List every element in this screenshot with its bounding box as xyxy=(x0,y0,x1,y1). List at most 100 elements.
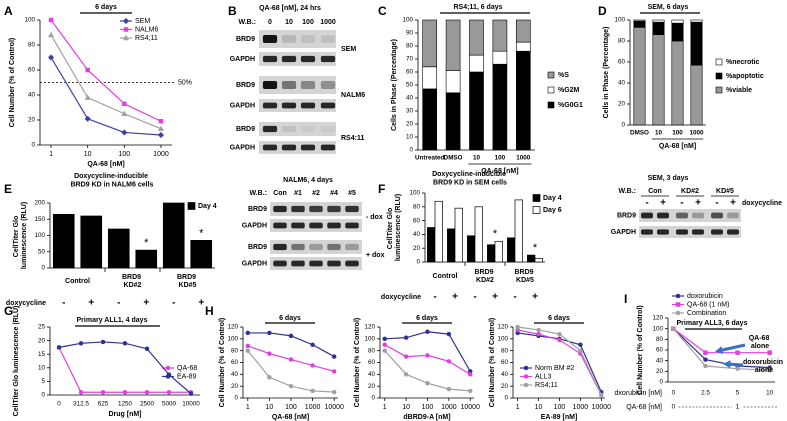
y-tick-label: 100 xyxy=(409,190,420,197)
lane-label: 100 xyxy=(302,19,314,26)
y-tick-label: 60 xyxy=(231,359,239,366)
blot-band xyxy=(727,229,739,235)
legend-swatch xyxy=(547,86,555,94)
y-tick-label: 120 xyxy=(497,324,508,331)
x-tick-label: 1000 xyxy=(689,130,704,137)
bar xyxy=(467,235,476,263)
legend-label: Norm BM #2 xyxy=(535,365,574,372)
sublane-label: + xyxy=(730,198,736,209)
blot-band xyxy=(641,212,653,219)
blot-band xyxy=(300,55,316,63)
data-point xyxy=(144,346,150,352)
y-tick-label: 0 xyxy=(41,265,45,272)
bar-segment xyxy=(671,22,684,42)
legend-marker xyxy=(675,302,681,307)
condition-value: + xyxy=(143,298,149,309)
legend-label: SEM xyxy=(135,18,150,25)
y-tick-label: 100 xyxy=(227,336,238,343)
x-tick-label: 100 xyxy=(495,155,506,162)
group-label: QA-68 [nM] xyxy=(481,168,518,175)
y-axis-label: CellTiter Glo luminescence (RLU) xyxy=(13,306,20,417)
blot-strip xyxy=(259,76,336,94)
blot-band xyxy=(309,205,323,213)
y-tick-label: 60 xyxy=(618,59,626,66)
data-point xyxy=(288,333,294,339)
row-label: GAPDH xyxy=(230,56,255,63)
blot-band xyxy=(345,243,359,251)
y-tick-label: 60 xyxy=(28,67,36,74)
blot-band xyxy=(273,243,287,251)
chart-title: 6 days xyxy=(416,315,438,322)
data-point xyxy=(267,375,272,380)
second-row-value: 1 xyxy=(736,404,740,411)
x-axis-label: dBRD9-A [nM] xyxy=(403,414,450,421)
x-tick-label: Untreated xyxy=(415,155,445,162)
x-tick-label: 10 xyxy=(84,151,92,158)
panel-letter: B xyxy=(228,4,237,18)
blot-band xyxy=(320,81,336,89)
legend-label: doxorubicin xyxy=(687,293,723,300)
blot-strip xyxy=(259,122,336,136)
row-label: BRD9 xyxy=(236,82,255,89)
y-axis-label: CellTiter Glo luminescence (RLU) xyxy=(387,194,402,261)
condition-value: - xyxy=(473,292,476,303)
data-point xyxy=(84,115,91,122)
x-tick-label: 1250 xyxy=(118,401,133,408)
significance: * xyxy=(533,242,538,254)
x-tick-label: 1 xyxy=(516,404,520,411)
bar xyxy=(427,227,436,263)
blot-band xyxy=(711,212,723,219)
y-tick-label: 0 xyxy=(234,395,238,402)
chart-title: 6 days xyxy=(279,315,301,322)
bar-segment xyxy=(469,19,484,56)
legend-marker xyxy=(523,365,529,371)
data-point xyxy=(331,369,337,374)
bar-segment xyxy=(469,71,484,151)
blot-band xyxy=(327,243,341,251)
data-point xyxy=(536,327,541,333)
legend-swatch xyxy=(715,72,723,80)
data-point xyxy=(578,348,583,353)
blot-band xyxy=(320,35,336,43)
y-tick-label: 60 xyxy=(501,359,509,366)
blot-band xyxy=(692,229,704,235)
group-label: RS4:11 xyxy=(341,135,364,142)
panel-letter: E xyxy=(4,182,12,196)
second-row-value: 0 xyxy=(672,404,676,411)
legend-marker xyxy=(675,293,681,299)
legend-label: RS4;11 xyxy=(135,35,158,42)
lane-label: #5 xyxy=(348,190,356,197)
data-point xyxy=(122,390,128,395)
legend-label: %G2M xyxy=(558,87,580,94)
data-point xyxy=(557,331,562,337)
bar xyxy=(52,214,75,269)
x-tick-label: 625 xyxy=(98,401,109,408)
data-point xyxy=(310,342,315,347)
x-tick-label: DMSO xyxy=(630,130,649,137)
legend-label: Day 4 xyxy=(198,203,217,210)
bar-segment xyxy=(671,40,684,126)
condition-value: + xyxy=(88,298,94,309)
y-tick-label: 0 xyxy=(31,142,35,149)
x-tick-label: 100 xyxy=(285,404,297,411)
y-tick-label: 120 xyxy=(652,315,663,322)
y-axis-label: Cell Number (% of Control) xyxy=(354,318,361,407)
y-tick-label: 150 xyxy=(34,216,45,223)
y-tick-label: 120 xyxy=(227,324,238,331)
y-tick-label: 20 xyxy=(618,101,626,108)
blot-band xyxy=(300,102,316,109)
data-point xyxy=(425,329,430,334)
bar-segment xyxy=(690,21,703,66)
bar-segment xyxy=(492,19,508,52)
data-point xyxy=(767,368,772,373)
legend-marker xyxy=(523,374,529,379)
y-tick-label: 40 xyxy=(406,95,414,102)
annotation-arrow xyxy=(717,343,746,353)
wb-label: W.B.: xyxy=(619,188,637,195)
data-point xyxy=(536,331,541,337)
condition-value: - xyxy=(62,298,65,309)
data-point xyxy=(382,342,387,347)
y-tick-label: 80 xyxy=(368,347,376,354)
data-point xyxy=(735,350,740,355)
